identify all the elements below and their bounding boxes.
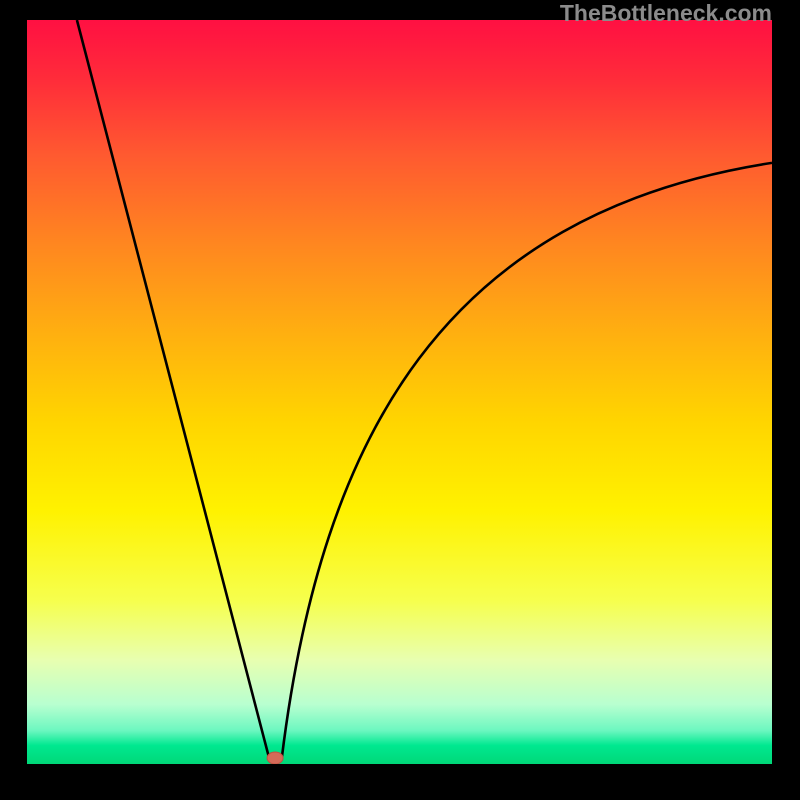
curve-path xyxy=(77,20,772,758)
plot-area xyxy=(27,20,772,764)
watermark-text: TheBottleneck.com xyxy=(560,0,772,27)
chart-outer: TheBottleneck.com xyxy=(0,0,800,800)
bottleneck-curve xyxy=(27,20,772,764)
optimum-marker xyxy=(267,752,283,764)
